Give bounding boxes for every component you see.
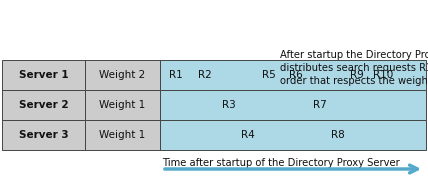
Bar [2,60,85,90]
Text: Weight 1: Weight 1 [99,130,146,140]
Text: Weight 1: Weight 1 [99,100,146,110]
Text: R10: R10 [373,70,394,80]
Text: R1: R1 [169,70,183,80]
Text: R5: R5 [262,70,276,80]
Bar [85,60,160,90]
Bar [160,90,426,120]
Text: Server 1: Server 1 [19,70,68,80]
Text: Server 2: Server 2 [19,100,68,110]
Text: R2: R2 [198,70,212,80]
Text: R3: R3 [222,100,236,110]
Text: Time after startup of the Directory Proxy Server: Time after startup of the Directory Prox… [162,158,400,168]
Text: R4: R4 [241,130,255,140]
Bar [160,120,426,150]
Text: R9: R9 [350,70,364,80]
Text: R7: R7 [313,100,327,110]
Text: Weight 2: Weight 2 [99,70,146,80]
Text: R6: R6 [289,70,303,80]
Bar [2,90,85,120]
Bar [2,120,85,150]
Bar [85,120,160,150]
Bar [85,90,160,120]
Text: After startup the Directory Proxy Server
distributes search requests R1 — R10 in: After startup the Directory Proxy Server… [280,50,428,86]
Text: Server 3: Server 3 [19,130,68,140]
Bar [160,60,426,90]
Text: R8: R8 [331,130,345,140]
